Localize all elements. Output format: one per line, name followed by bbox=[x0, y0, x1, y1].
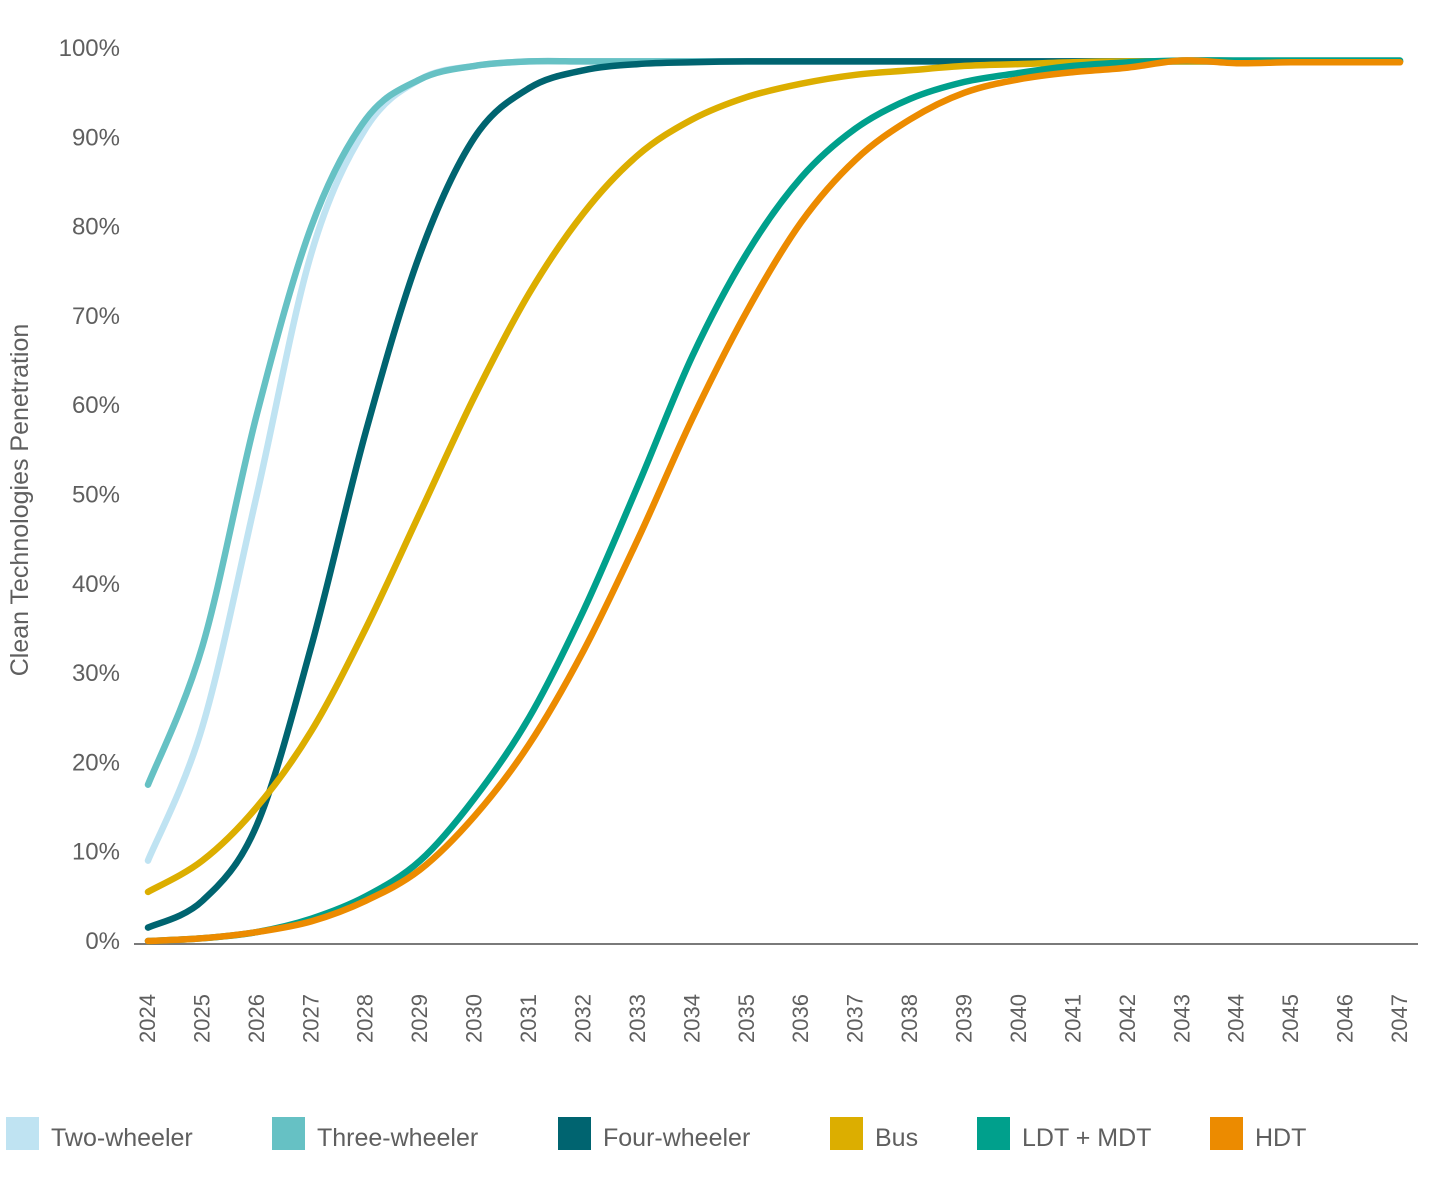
x-tick-label: 2047 bbox=[1387, 994, 1412, 1043]
legend-swatch bbox=[272, 1117, 305, 1150]
x-tick-label: 2046 bbox=[1333, 994, 1358, 1043]
x-tick-label: 2026 bbox=[244, 994, 269, 1043]
x-tick-label: 2039 bbox=[952, 994, 977, 1043]
legend-swatch bbox=[977, 1117, 1010, 1150]
x-tick-label: 2040 bbox=[1006, 994, 1031, 1043]
legend-swatch bbox=[558, 1117, 591, 1150]
legend: Two-wheeler Three-wheeler Four-wheeler Bus L… bbox=[6, 1117, 1306, 1152]
y-axis-ticks: 0% 10% 20% 30% 40% 50% 60% 70% 80% 90% 100% bbox=[59, 35, 120, 955]
y-tick-label: 80% bbox=[72, 214, 120, 241]
y-tick-label: 70% bbox=[72, 303, 120, 330]
x-tick-label: 2038 bbox=[897, 994, 922, 1043]
y-axis-label: Clean Technologies Penetration bbox=[6, 324, 34, 677]
x-tick-label: 2043 bbox=[1169, 994, 1194, 1043]
x-tick-label: 2030 bbox=[462, 994, 487, 1043]
series-line-hdt bbox=[144, 57, 1404, 945]
legend-swatch bbox=[1210, 1117, 1243, 1150]
y-tick-label: 40% bbox=[72, 571, 120, 598]
x-tick-label: 2032 bbox=[570, 994, 595, 1043]
x-tick-label: 2035 bbox=[734, 994, 759, 1043]
legend-swatch bbox=[6, 1117, 39, 1150]
x-tick-label: 2037 bbox=[843, 994, 868, 1043]
x-tick-label: 2029 bbox=[407, 994, 432, 1043]
y-tick-label: 60% bbox=[72, 392, 120, 419]
legend-swatch bbox=[830, 1117, 863, 1150]
x-tick-label: 2044 bbox=[1224, 994, 1249, 1043]
series-line-two-wheeler bbox=[144, 57, 1404, 864]
x-tick-label: 2028 bbox=[353, 994, 378, 1043]
x-tick-label: 2034 bbox=[679, 994, 704, 1043]
x-tick-label: 2042 bbox=[1115, 994, 1140, 1043]
x-tick-label: 2025 bbox=[189, 994, 214, 1043]
x-tick-label: 2031 bbox=[516, 994, 541, 1043]
x-axis-ticks: 2024 2025 2026 2027 2028 2029 2030 2031 2032 2033… bbox=[135, 994, 1412, 1043]
legend-label: HDT bbox=[1255, 1124, 1306, 1152]
y-tick-label: 0% bbox=[85, 928, 120, 955]
x-tick-label: 2027 bbox=[298, 994, 323, 1043]
y-tick-label: 30% bbox=[72, 660, 120, 687]
y-tick-label: 90% bbox=[72, 124, 120, 151]
y-tick-label: 20% bbox=[72, 749, 120, 776]
y-tick-label: 50% bbox=[72, 482, 120, 509]
legend-label: Three-wheeler bbox=[317, 1124, 478, 1152]
x-tick-label: 2024 bbox=[135, 994, 160, 1043]
x-tick-label: 2033 bbox=[625, 994, 650, 1043]
y-tick-label: 100% bbox=[59, 35, 120, 62]
series-line-three-wheeler bbox=[144, 57, 1404, 788]
y-tick-label: 10% bbox=[72, 839, 120, 866]
x-tick-label: 2036 bbox=[788, 994, 813, 1043]
legend-label: Bus bbox=[875, 1124, 918, 1152]
series-lines bbox=[144, 57, 1404, 945]
legend-label: Two-wheeler bbox=[51, 1124, 193, 1152]
x-tick-label: 2041 bbox=[1060, 994, 1085, 1043]
x-tick-label: 2045 bbox=[1278, 994, 1303, 1043]
legend-label: LDT + MDT bbox=[1022, 1124, 1151, 1152]
legend-label: Four-wheeler bbox=[603, 1124, 750, 1152]
